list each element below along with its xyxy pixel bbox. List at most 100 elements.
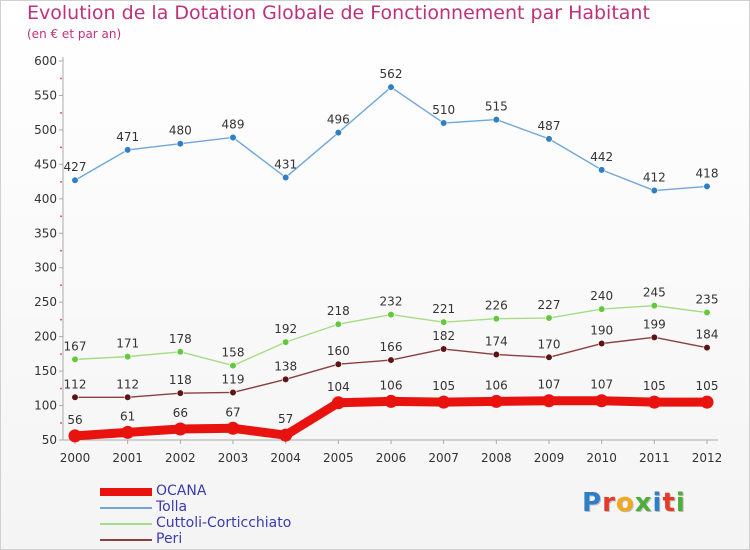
data-label: 412 — [643, 171, 666, 185]
data-label: 174 — [485, 335, 508, 349]
data-label: 178 — [169, 332, 192, 346]
chart-axes: 50 100 150 200 250 300 350 400 450 500 550 600 2000 2… — [34, 54, 722, 465]
y-minor-tick — [60, 353, 62, 355]
y-minor-tick — [60, 318, 62, 321]
data-label: 167 — [64, 339, 87, 353]
data-point — [545, 353, 553, 361]
data-point — [440, 119, 448, 127]
data-label: 61 — [120, 409, 135, 423]
data-label: 107 — [590, 378, 613, 392]
data-label: 57 — [278, 412, 293, 426]
data-label: 105 — [696, 379, 719, 393]
data-point — [650, 302, 658, 310]
logo-letter: i — [652, 488, 663, 518]
x-tick-label: 2010 — [586, 451, 617, 465]
x-tick-label: 2007 — [428, 451, 459, 465]
data-point — [331, 396, 345, 410]
data-label: 118 — [169, 373, 192, 387]
data-point — [387, 310, 395, 319]
data-label: 158 — [222, 346, 245, 360]
data-point — [703, 182, 711, 191]
data-point — [598, 305, 606, 313]
y-minor-tick — [60, 112, 62, 114]
legend-swatch — [100, 539, 152, 541]
data-label: 471 — [116, 130, 139, 144]
data-label: 67 — [225, 405, 240, 419]
data-label: 190 — [590, 324, 613, 338]
data-point — [440, 318, 448, 326]
y-minor-tick — [60, 146, 62, 149]
legend-swatch — [100, 488, 152, 496]
data-point — [650, 333, 658, 341]
data-label: 489 — [222, 117, 245, 131]
data-point — [545, 135, 553, 143]
y-minor-tick — [60, 250, 62, 252]
data-point — [492, 350, 500, 359]
data-label: 66 — [173, 406, 188, 420]
data-point — [173, 422, 187, 436]
data-label: 160 — [327, 344, 350, 358]
legend-item: Peri — [100, 531, 360, 548]
data-point — [124, 353, 132, 361]
data-label: 105 — [643, 379, 666, 393]
data-label: 170 — [538, 337, 561, 351]
y-tick-label: 400 — [34, 192, 57, 206]
data-label: 240 — [590, 289, 613, 303]
data-point — [387, 83, 395, 91]
legend-item: Tolla — [100, 499, 360, 516]
logo-letter: r — [602, 488, 616, 518]
legend-swatch — [100, 507, 152, 509]
y-tick-label: 500 — [34, 123, 57, 137]
x-tick-label: 2000 — [60, 451, 91, 465]
x-tick-label: 2009 — [534, 451, 565, 465]
data-label: 226 — [485, 299, 508, 313]
chart-series — [68, 83, 714, 443]
data-point — [437, 395, 451, 409]
y-minor-tick — [60, 387, 62, 390]
legend-item: Cuttoli-Corticchiato — [100, 515, 360, 532]
data-label: 232 — [380, 295, 403, 309]
data-label: 107 — [538, 378, 561, 392]
data-label: 418 — [696, 166, 719, 180]
data-point — [492, 115, 500, 124]
chart-subtitle: (en € et par an) — [27, 27, 122, 41]
data-point — [542, 394, 556, 408]
y-tick-label: 300 — [34, 261, 57, 275]
data-point — [282, 375, 290, 383]
logo-letter: x — [634, 488, 653, 518]
data-label: 56 — [67, 413, 82, 427]
data-point — [121, 425, 135, 439]
data-label: 199 — [643, 317, 666, 331]
data-label: 105 — [432, 379, 455, 393]
logo-letter: P — [582, 488, 603, 518]
logo-letter: i — [675, 488, 686, 518]
y-tick-label: 50 — [42, 433, 57, 447]
data-point — [229, 361, 237, 370]
x-tick-label: 2011 — [639, 451, 670, 465]
data-label: 496 — [327, 113, 350, 127]
x-tick-label: 2005 — [323, 451, 354, 465]
data-point — [492, 315, 500, 323]
data-point — [71, 355, 79, 363]
data-label: 245 — [643, 286, 666, 300]
data-label: 235 — [696, 293, 719, 307]
data-label: 221 — [432, 302, 455, 316]
data-point — [595, 394, 609, 408]
legend-label: Cuttoli-Corticchiato — [156, 515, 292, 531]
data-point — [703, 344, 711, 352]
data-point — [176, 389, 184, 397]
logo-letter: t — [662, 488, 676, 518]
data-label: 182 — [432, 329, 455, 343]
data-label: 104 — [327, 380, 350, 394]
data-point — [598, 339, 606, 348]
x-tick-label: 2001 — [112, 451, 143, 465]
data-label: 562 — [380, 67, 403, 81]
y-minor-tick — [60, 181, 62, 183]
data-point — [700, 395, 714, 409]
data-label: 106 — [380, 378, 403, 392]
data-label: 510 — [432, 103, 455, 117]
data-point — [176, 348, 184, 356]
data-point — [334, 320, 342, 328]
x-tick-label: 2004 — [270, 451, 301, 465]
x-tick-label: 2012 — [692, 451, 723, 465]
